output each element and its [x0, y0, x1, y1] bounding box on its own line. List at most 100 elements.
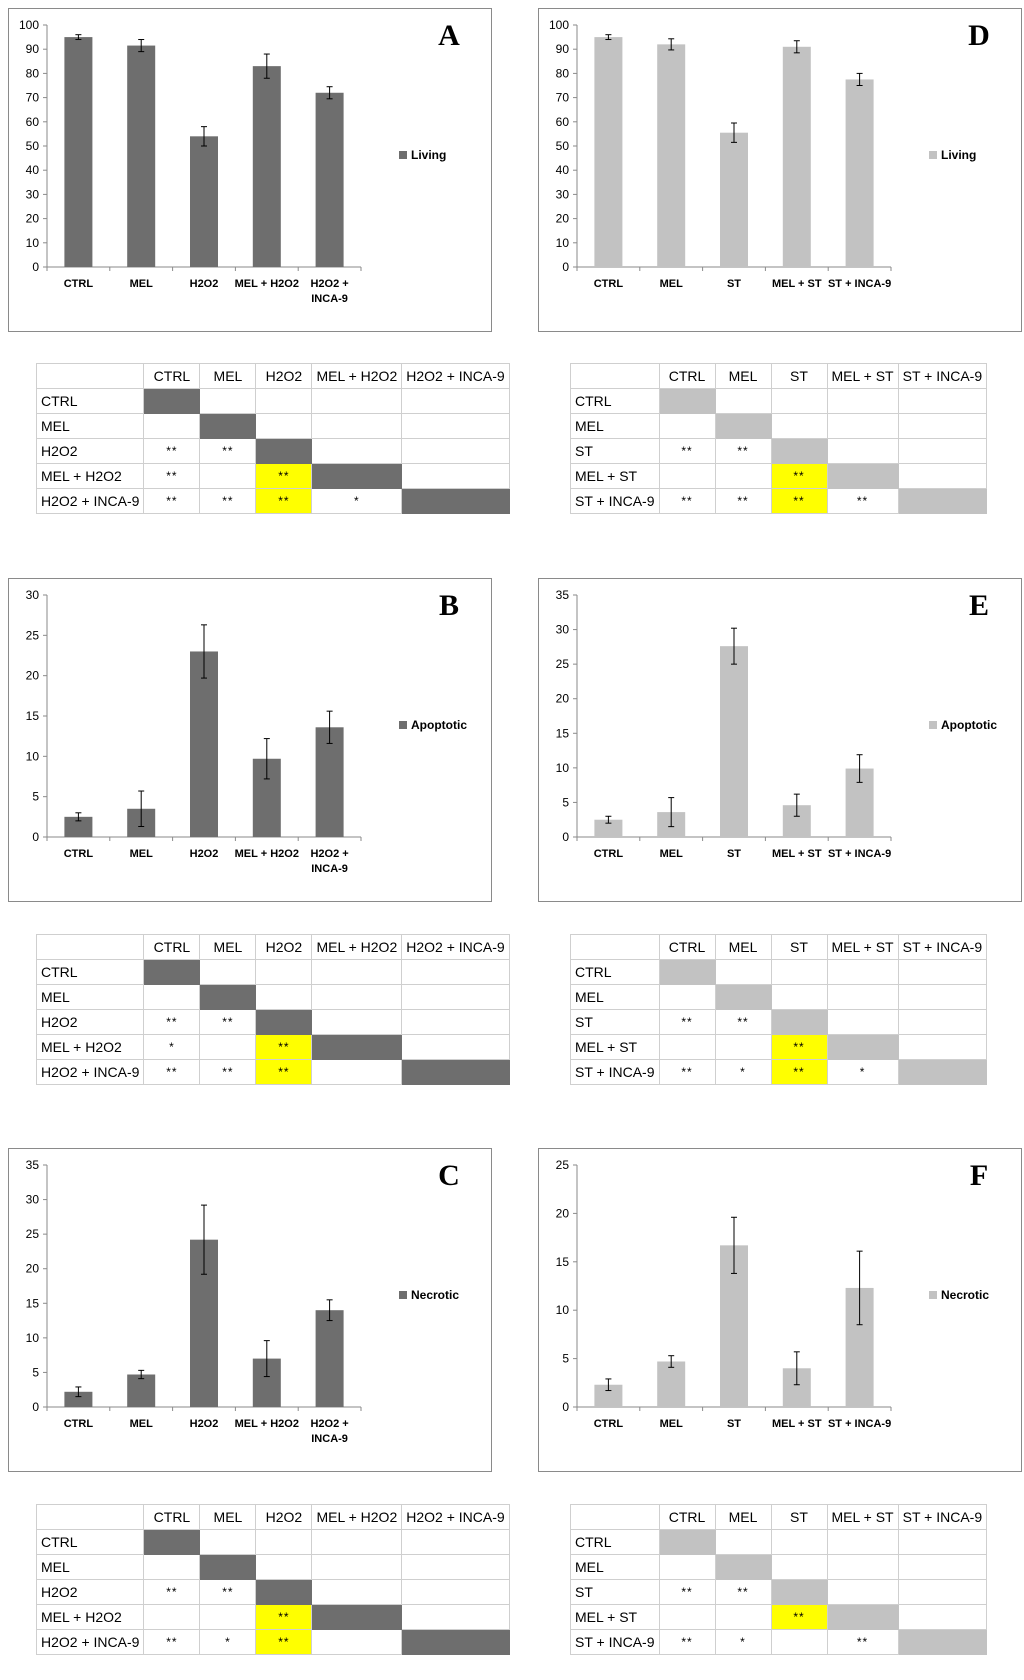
table-header-cell: CTRL [658, 1504, 716, 1530]
table-row: CTRL [570, 388, 988, 414]
table-cell [401, 413, 510, 439]
table-row: MEL [570, 413, 988, 439]
table-cell [658, 1604, 716, 1630]
legend-swatch [929, 1291, 937, 1299]
table-cell [826, 1579, 899, 1605]
y-tick-label: 0 [32, 830, 39, 844]
bar-h2o2-inca-9 [315, 1310, 344, 1407]
table-row: CTRL [35, 959, 510, 985]
y-tick-label: 10 [26, 1331, 40, 1345]
table-cell [897, 388, 988, 414]
table-cell [658, 984, 716, 1010]
panel-label: E [969, 589, 989, 622]
significance-table-b: CTRL MEL H2O2 MEL + H2O2 H2O2 + INCA-9 CTRL ME… [35, 934, 510, 1085]
bar-mel [657, 44, 686, 267]
table-diagonal-cell [826, 463, 899, 489]
table-header-cell: MEL + H2O2 [311, 1504, 403, 1530]
table-cell [401, 388, 510, 414]
table-cell [255, 1529, 313, 1555]
y-tick-label: 25 [26, 628, 40, 642]
table-cell [826, 438, 899, 464]
y-tick-label: 100 [549, 18, 569, 32]
category-label: MEL [130, 848, 154, 860]
table-cell [770, 388, 828, 414]
category-label: ST [727, 278, 741, 290]
y-tick-label: 15 [26, 1296, 40, 1310]
bar-h2o2-inca-9 [315, 92, 344, 267]
y-tick-label: 0 [562, 830, 569, 844]
table-cell [658, 463, 716, 489]
table-row: CTRL [35, 1529, 510, 1555]
table-header-cell: MEL + H2O2 [311, 363, 403, 389]
table-cell [143, 1604, 201, 1630]
y-tick-label: 100 [19, 18, 39, 32]
table-row: H2O2 + INCA-9 ** ** ** * [35, 488, 510, 514]
table-cell [897, 463, 988, 489]
bar-ctrl [594, 819, 623, 837]
table-cell [826, 413, 899, 439]
table-diagonal-cell [143, 1529, 201, 1555]
y-tick-label: 40 [26, 163, 40, 177]
table-cell [897, 1579, 988, 1605]
y-tick-label: 10 [556, 236, 570, 250]
table-cell [770, 1554, 828, 1580]
table-cell [311, 984, 403, 1010]
category-label: CTRL [64, 1418, 94, 1430]
table-highlight-cell: ** [770, 488, 828, 514]
table-cell [255, 1554, 313, 1580]
significance-table-a: CTRL MEL H2O2 MEL + H2O2 H2O2 + INCA-9 CTRL ME… [35, 363, 510, 514]
panel-label: F [970, 1159, 988, 1192]
table-highlight-cell: ** [770, 1034, 828, 1060]
table-row: ST + INCA-9 ** * ** [570, 1629, 988, 1655]
y-tick-label: 30 [556, 187, 570, 201]
table-cell [401, 1009, 510, 1035]
bar-ctrl [594, 1384, 623, 1407]
table-cell: ** [714, 438, 772, 464]
table-cell [255, 388, 313, 414]
table-row: MEL + ST ** [570, 463, 988, 489]
table-diagonal-cell [255, 438, 313, 464]
legend-swatch [399, 721, 407, 729]
y-tick-label: 10 [26, 236, 40, 250]
y-tick-label: 5 [562, 795, 569, 809]
table-header-row: CTRL MEL ST MEL + ST ST + INCA-9 [570, 934, 988, 960]
y-tick-label: 25 [26, 1227, 40, 1241]
table-cell: ** [658, 488, 716, 514]
bar-h2o2 [190, 136, 218, 267]
table-header-row: CTRL MEL H2O2 MEL + H2O2 H2O2 + INCA-9 [35, 363, 510, 389]
table-header-cell: ST [770, 363, 828, 389]
category-label: MEL + ST [772, 848, 822, 860]
table-header-cell [570, 1504, 660, 1530]
table-diagonal-cell [401, 1629, 510, 1655]
table-highlight-cell: ** [255, 463, 313, 489]
table-row: MEL + H2O2 ** ** [35, 463, 510, 489]
bar-ctrl [594, 37, 623, 267]
table-cell: * [826, 1059, 899, 1085]
table-cell: ** [199, 1579, 257, 1605]
y-tick-label: 5 [32, 790, 39, 804]
table-cell [897, 1009, 988, 1035]
y-tick-label: 30 [556, 623, 570, 637]
table-header-cell: MEL [714, 363, 772, 389]
chart-panel-d: 0 10 20 30 40 50 60 70 80 90 100 CTRL MEL ST MEL + ST S… [538, 8, 1022, 332]
table-diagonal-cell [311, 1604, 403, 1630]
table-row-label: MEL [570, 984, 660, 1010]
table-diagonal-cell [714, 1554, 772, 1580]
y-tick-label: 10 [556, 761, 570, 775]
legend-label: Necrotic [941, 1288, 989, 1302]
category-label: INCA-9 [311, 293, 348, 305]
table-diagonal-cell [401, 488, 510, 514]
table-cell: ** [143, 438, 201, 464]
table-cell [311, 959, 403, 985]
table-header-cell: MEL + H2O2 [311, 934, 403, 960]
chart-b: 0 5 10 15 20 25 30 CTRL MEL H2O2 MEL + H2O2 H2O2 + I… [26, 588, 468, 875]
table-cell: ** [199, 1059, 257, 1085]
category-label: ST [727, 848, 741, 860]
table-cell [770, 1629, 828, 1655]
table-cell: ** [658, 1579, 716, 1605]
table-cell [401, 1554, 510, 1580]
bar-mel-h2o2 [252, 66, 281, 267]
y-tick-label: 20 [26, 1262, 40, 1276]
table-header-cell: H2O2 + INCA-9 [401, 363, 510, 389]
table-cell: ** [658, 1009, 716, 1035]
